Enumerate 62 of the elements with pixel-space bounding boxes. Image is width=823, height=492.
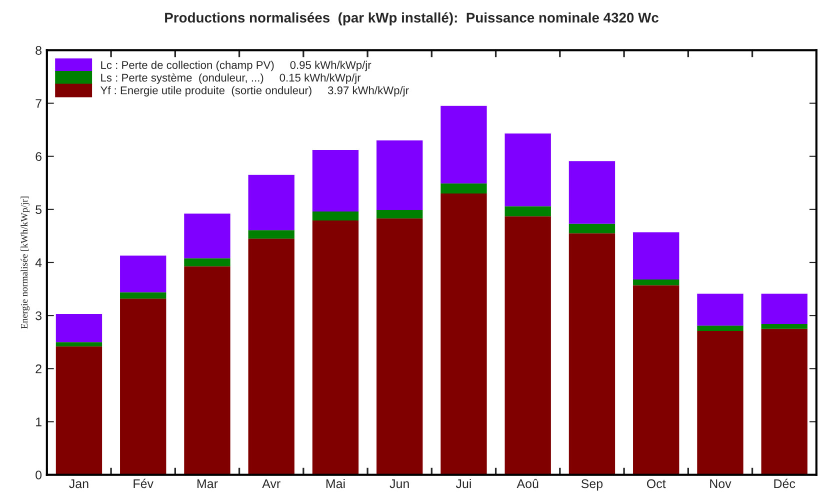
- bar: [184, 214, 230, 258]
- y-tick-label: 0: [36, 470, 42, 480]
- bar: [697, 326, 744, 331]
- legend-label: Lc : Perte de collection (champ PV) 0.95 kWh/kWp/jr: [101, 60, 372, 72]
- x-tick-label: Mai: [326, 478, 345, 488]
- chart-title: Productions normalisées (par kWp installé): Puissance nominale 4320 Wc: [165, 12, 658, 26]
- x-tick-label: Sep: [581, 479, 603, 491]
- x-tick-label: Avr: [262, 479, 280, 488]
- y-tick-label: 6: [36, 152, 42, 161]
- x-tick-label: Aoû: [516, 478, 538, 488]
- bar: [440, 183, 487, 194]
- y-tick-label: 3: [36, 311, 42, 320]
- y-tick-label: 5: [36, 205, 42, 214]
- bar: [568, 233, 616, 475]
- y-tick-label: 2: [36, 364, 42, 374]
- bar: [504, 134, 551, 206]
- bar: [248, 230, 294, 239]
- bar: [376, 218, 423, 475]
- bar: [184, 266, 230, 475]
- bar: [376, 140, 423, 210]
- y-axis-title: Energie normalisée [kWh/kWp/jr]: [20, 196, 30, 329]
- bar: [761, 294, 808, 324]
- y-tick-label: 7: [36, 99, 42, 108]
- bar: [504, 216, 551, 475]
- x-tick-label: Jun: [390, 479, 409, 488]
- legend-label: Ls : Perte système (onduleur, ...) 0.15 kWh/kWp/jr: [101, 73, 361, 84]
- bar: [568, 224, 616, 234]
- bar: [312, 150, 359, 212]
- y-tick-label: 4: [35, 258, 42, 268]
- x-tick-label: Jan: [69, 479, 88, 488]
- bar: [248, 174, 294, 230]
- bar: [248, 238, 294, 475]
- x-tick-label: Oct: [646, 479, 666, 488]
- bar: [697, 330, 744, 475]
- bar: [440, 193, 487, 475]
- bar: [120, 298, 166, 475]
- bar: [184, 258, 230, 266]
- bar: [504, 206, 551, 216]
- x-tick-label: Nov: [710, 479, 732, 488]
- x-tick-label: Mar: [197, 479, 218, 488]
- bar: [633, 279, 680, 286]
- bar: [56, 314, 102, 342]
- bar: [568, 161, 616, 224]
- x-tick-label: Déc: [774, 478, 796, 488]
- bar: [633, 285, 680, 475]
- bar: [376, 210, 423, 218]
- bar: [120, 256, 166, 292]
- bar: [312, 212, 359, 221]
- bar: [56, 342, 102, 346]
- bar: [761, 324, 808, 329]
- bar: [633, 232, 680, 280]
- y-tick-label: 8: [36, 46, 42, 55]
- bar: [440, 106, 487, 184]
- x-tick-label: Jui: [456, 478, 471, 488]
- legend-label: Yf : Energie utile produite (sortie onduleur) 3.97 kWh/kWp/jr: [100, 86, 409, 96]
- bar: [120, 292, 166, 299]
- bar: [312, 220, 359, 475]
- bar: [56, 346, 102, 475]
- bar: [697, 294, 744, 326]
- bar: [761, 328, 808, 475]
- y-tick-label: 1: [36, 418, 42, 426]
- x-tick-label: Fév: [134, 478, 154, 488]
